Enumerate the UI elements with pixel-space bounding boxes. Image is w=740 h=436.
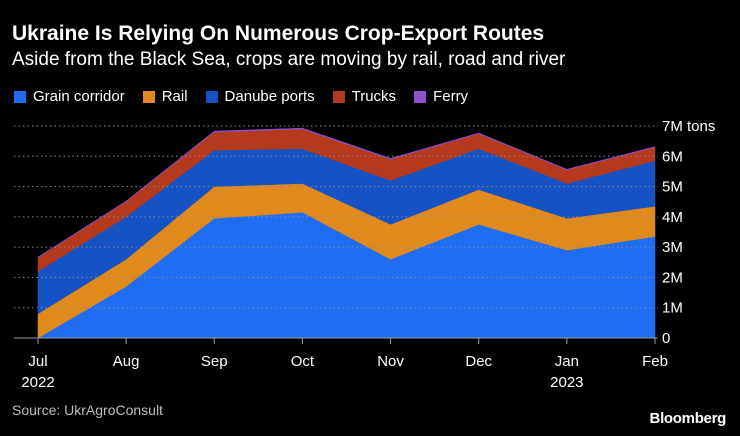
legend-item-ferry: Ferry <box>414 88 468 105</box>
x-tick-label: Nov <box>377 353 404 370</box>
legend-label-rail: Rail <box>161 88 188 105</box>
legend-label-trucks: Trucks <box>351 88 397 105</box>
legend-item-grain-corridor: Grain corridor <box>14 88 125 105</box>
legend: Grain corridor Rail Danube ports Trucks … <box>14 88 468 105</box>
legend-item-danube-ports: Danube ports <box>205 88 315 105</box>
x-year-label: 2023 <box>550 374 583 391</box>
x-tick-label: Jan <box>555 353 579 370</box>
x-tick-label: Aug <box>113 353 140 370</box>
y-tick-label: 4M <box>662 209 683 226</box>
y-tick-label: 2M <box>662 269 683 286</box>
legend-label-grain-corridor: Grain corridor <box>33 88 125 105</box>
legend-item-trucks: Trucks <box>332 88 397 105</box>
x-tick-label: Jul <box>28 353 47 370</box>
legend-swatch-danube-ports <box>205 90 218 103</box>
y-tick-label: 0 <box>662 330 670 347</box>
chart-subtitle: Aside from the Black Sea, crops are movi… <box>12 49 566 70</box>
x-tick-label: Dec <box>465 353 492 370</box>
y-tick-label: 5M <box>662 179 683 196</box>
legend-swatch-trucks <box>332 90 345 103</box>
legend-item-rail: Rail <box>142 88 188 105</box>
chart-title: Ukraine Is Relying On Numerous Crop-Expo… <box>12 22 545 45</box>
legend-swatch-grain-corridor <box>14 90 26 103</box>
legend-label-danube-ports: Danube ports <box>224 88 315 105</box>
bloomberg-logo: Bloomberg <box>649 410 727 427</box>
area-ferry <box>37 127 656 259</box>
y-tick-label: 6M <box>662 148 683 165</box>
x-tick-label: Oct <box>291 353 315 370</box>
legend-label-ferry: Ferry <box>433 88 469 105</box>
x-tick-label: Sep <box>201 353 228 370</box>
x-tick-label: Feb <box>642 353 668 370</box>
y-tick-label: 7M tons <box>662 118 715 135</box>
source-note: Source: UkrAgroConsult <box>12 402 163 418</box>
legend-swatch-rail <box>142 90 155 103</box>
y-tick-label: 1M <box>662 300 683 317</box>
y-tick-label: 3M <box>662 239 683 256</box>
legend-swatch-ferry <box>414 90 427 103</box>
x-year-label: 2022 <box>21 374 54 391</box>
